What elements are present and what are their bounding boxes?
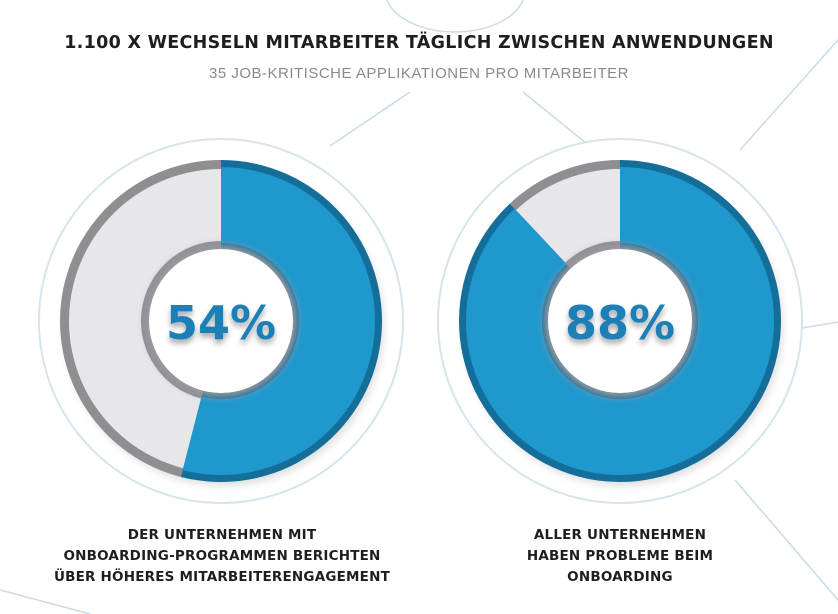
donut-hole xyxy=(548,249,692,393)
caption-line: ALLER UNTERNEHMEN xyxy=(533,527,707,543)
donut-slice-remainder xyxy=(515,169,620,263)
page-subtitle: 35 JOB-KRITISCHE APPLIKATIONEN PRO MITAR… xyxy=(208,65,630,82)
caption-line: DER UNTERNEHMEN MIT xyxy=(127,527,317,543)
donut-chart-onboarding-engagement: 54% xyxy=(38,138,404,504)
caption-onboarding-engagement: DER UNTERNEHMEN MIT ONBOARDING-PROGRAMME… xyxy=(52,525,392,588)
donut-slice-highlight xyxy=(466,167,774,475)
donut-chart-onboarding-problems: 88% xyxy=(437,138,803,504)
caption-line: HABEN PROBLEME BEIM xyxy=(526,548,714,564)
caption-line: ÜBER HÖHERES MITARBEITERENGAGEMENT xyxy=(53,569,391,585)
donut-center-label: 54% xyxy=(166,296,276,350)
caption-onboarding-problems: ALLER UNTERNEHMEN HABEN PROBLEME BEIM ON… xyxy=(450,525,790,588)
caption-line: ONBOARDING xyxy=(567,569,673,585)
donut-slice-remainder xyxy=(69,169,221,469)
donut-center-label: 88% xyxy=(565,296,675,350)
caption-line: ONBOARDING-PROGRAMMEN BERICHTEN xyxy=(63,548,381,564)
donut-hole xyxy=(149,249,293,393)
donut-slice-highlight xyxy=(182,167,375,475)
page-title: 1.100 X WECHSELN MITARBEITER TÄGLICH ZWI… xyxy=(64,33,774,53)
